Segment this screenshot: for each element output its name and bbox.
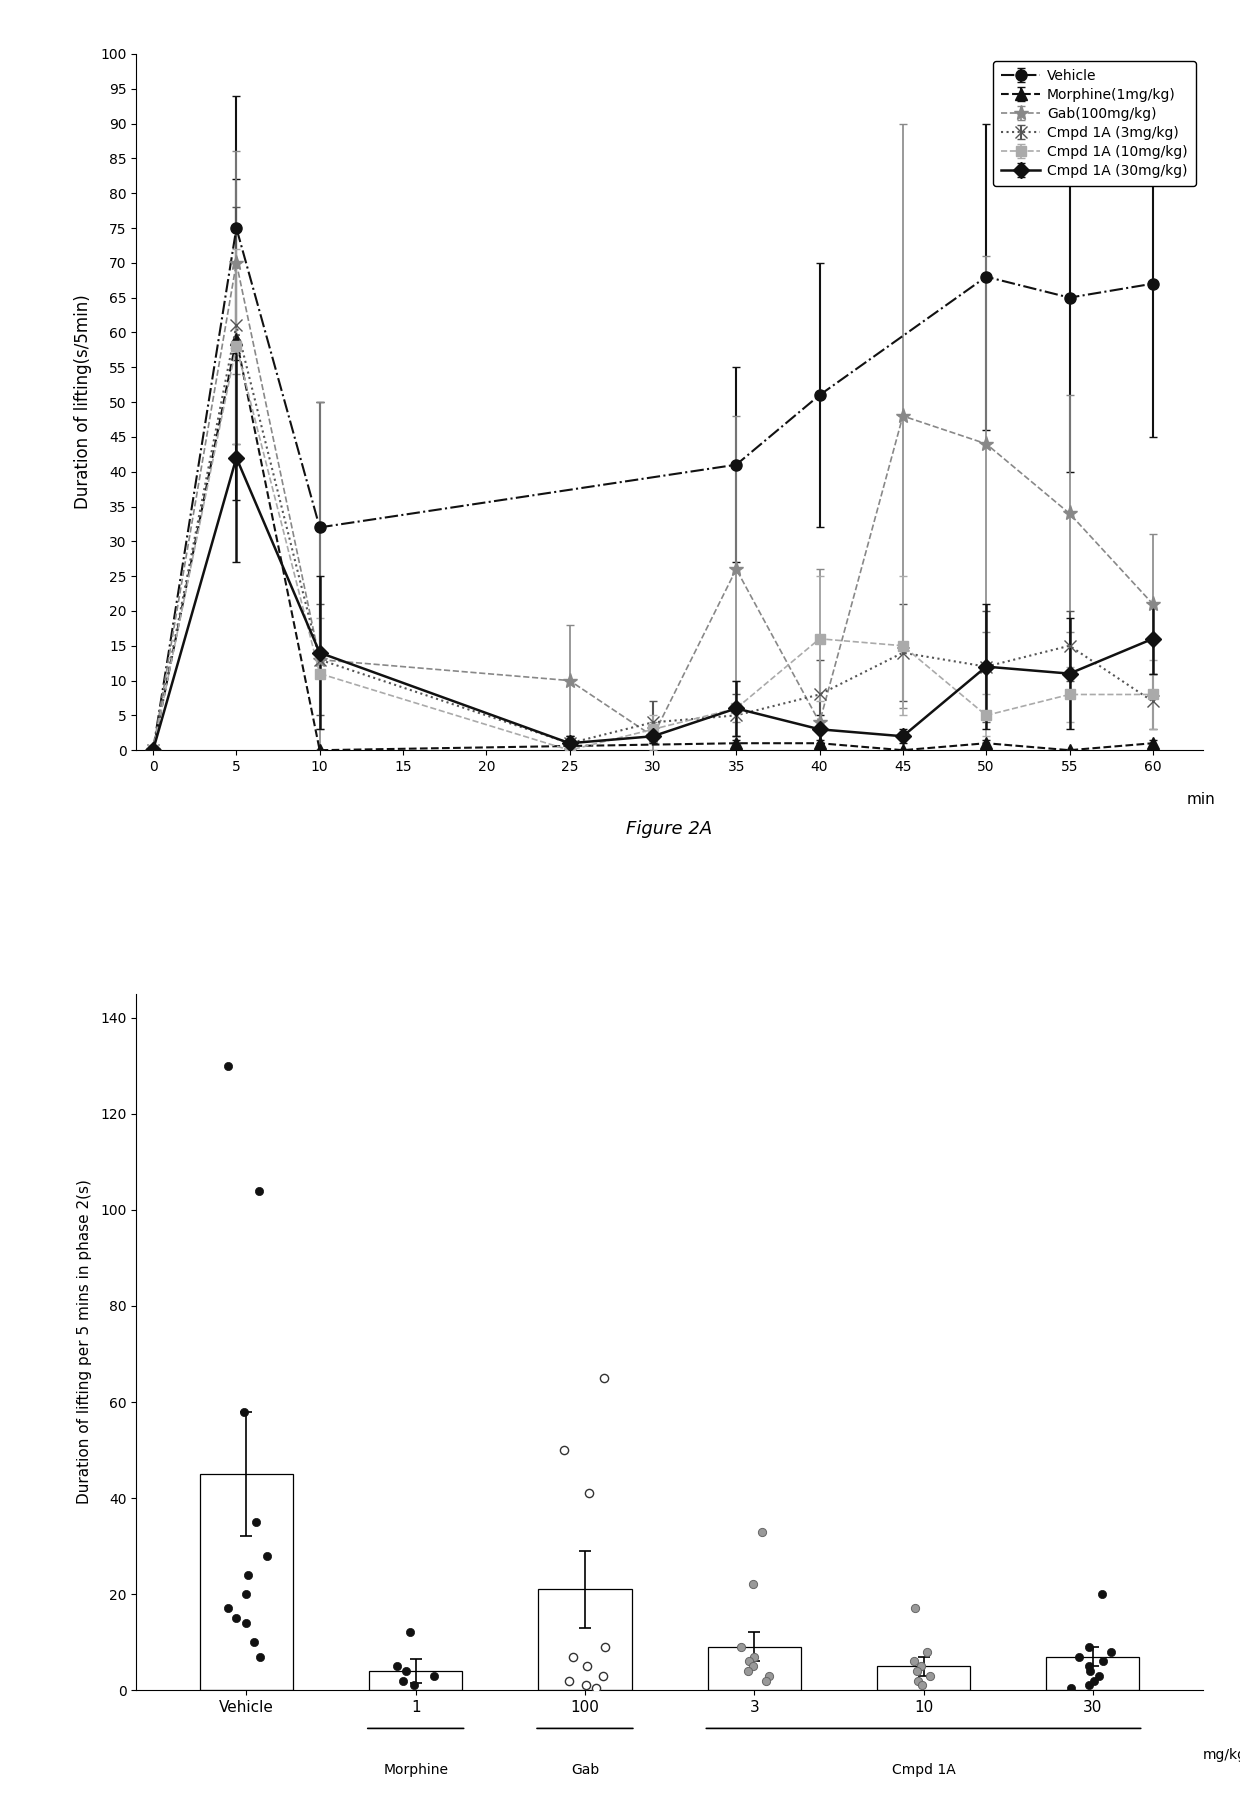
Bar xyxy=(1047,1656,1140,1690)
Bar xyxy=(708,1647,801,1690)
Point xyxy=(393,1667,413,1696)
Point xyxy=(587,1674,606,1703)
Point xyxy=(751,1518,771,1546)
Y-axis label: Duration of lifting per 5 mins in phase 2(s): Duration of lifting per 5 mins in phase … xyxy=(77,1179,92,1505)
Point xyxy=(1089,1661,1109,1690)
Point xyxy=(397,1656,417,1685)
Point xyxy=(577,1652,596,1681)
Point xyxy=(908,1656,928,1685)
Point xyxy=(559,1667,579,1696)
Point xyxy=(249,1176,269,1205)
Point xyxy=(732,1633,751,1661)
Point xyxy=(1069,1642,1089,1670)
Bar xyxy=(200,1474,293,1690)
Bar xyxy=(877,1667,970,1690)
Text: Gab: Gab xyxy=(570,1764,599,1776)
Point xyxy=(743,1652,763,1681)
Point xyxy=(738,1656,758,1685)
Point xyxy=(238,1561,258,1589)
Point xyxy=(743,1570,763,1598)
Text: Morphine: Morphine xyxy=(383,1764,448,1776)
Point xyxy=(227,1604,247,1633)
Text: min: min xyxy=(1187,791,1215,807)
Text: Figure 2A: Figure 2A xyxy=(626,820,713,838)
Bar xyxy=(538,1589,631,1690)
Point xyxy=(424,1661,444,1690)
Point xyxy=(554,1435,574,1464)
Point xyxy=(1079,1670,1099,1699)
Bar xyxy=(370,1670,463,1690)
Text: Cmpd 1A: Cmpd 1A xyxy=(892,1764,955,1776)
Point xyxy=(1080,1656,1100,1685)
Point xyxy=(237,1580,257,1609)
Point xyxy=(739,1647,759,1676)
Point xyxy=(247,1509,267,1537)
Point xyxy=(1061,1674,1081,1703)
Point xyxy=(579,1480,599,1509)
Point xyxy=(594,1363,614,1392)
Point xyxy=(905,1595,925,1624)
Point xyxy=(563,1642,583,1670)
Text: mg/kg: mg/kg xyxy=(1203,1748,1240,1762)
Point xyxy=(387,1652,407,1681)
Point xyxy=(911,1670,931,1699)
Point xyxy=(911,1652,931,1681)
Point xyxy=(234,1397,254,1426)
Point xyxy=(1079,1633,1099,1661)
Point xyxy=(244,1627,264,1656)
Point xyxy=(1094,1647,1114,1676)
Point xyxy=(401,1618,420,1647)
Point xyxy=(1084,1667,1104,1696)
Point xyxy=(908,1667,928,1696)
Point xyxy=(595,1633,615,1661)
Point xyxy=(258,1541,278,1570)
Y-axis label: Duration of lifting(s/5min): Duration of lifting(s/5min) xyxy=(74,295,92,509)
Point xyxy=(759,1661,779,1690)
Point xyxy=(218,1052,238,1081)
Point xyxy=(218,1595,238,1624)
Point xyxy=(593,1661,613,1690)
Point xyxy=(577,1670,596,1699)
Point xyxy=(1080,1652,1100,1681)
Point xyxy=(904,1647,924,1676)
Point xyxy=(237,1609,257,1638)
Point xyxy=(756,1667,776,1696)
Point xyxy=(250,1642,270,1670)
Point xyxy=(1092,1580,1112,1609)
Point xyxy=(744,1642,764,1670)
Legend: Vehicle, Morphine(1mg/kg), Gab(100mg/kg), Cmpd 1A (3mg/kg), Cmpd 1A (10mg/kg), C: Vehicle, Morphine(1mg/kg), Gab(100mg/kg)… xyxy=(993,61,1195,185)
Point xyxy=(916,1638,936,1667)
Point xyxy=(1101,1638,1121,1667)
Point xyxy=(404,1670,424,1699)
Point xyxy=(920,1661,940,1690)
